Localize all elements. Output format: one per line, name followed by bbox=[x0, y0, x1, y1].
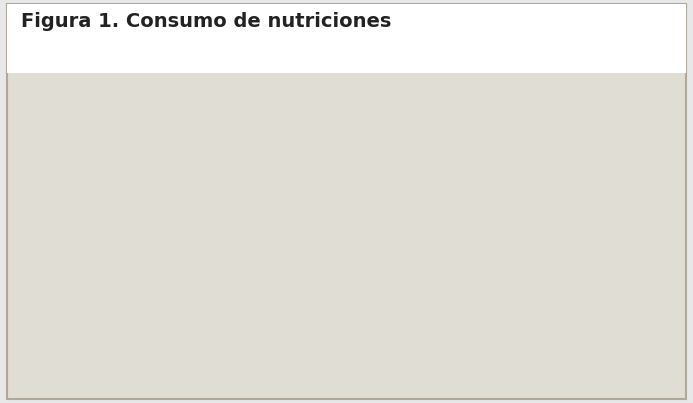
Text: 505: 505 bbox=[502, 208, 522, 218]
Bar bbox=[577, 253, 615, 282]
Bar bbox=[265, 134, 303, 282]
Text: 851: 851 bbox=[465, 166, 485, 176]
Bar bbox=[615, 254, 652, 282]
Bar bbox=[149, 235, 186, 282]
Text: 1086: 1086 bbox=[112, 137, 139, 147]
Text: 292: 292 bbox=[386, 234, 405, 244]
Text: 228: 228 bbox=[619, 242, 638, 252]
Text: 1211: 1211 bbox=[266, 122, 292, 132]
Text: 238: 238 bbox=[581, 241, 602, 251]
Text: 0: 0 bbox=[356, 270, 362, 280]
Bar bbox=[377, 247, 414, 282]
Bar bbox=[610, 254, 647, 282]
Bar bbox=[107, 150, 144, 282]
Bar bbox=[498, 220, 536, 282]
Bar bbox=[228, 116, 265, 282]
Bar bbox=[112, 150, 149, 282]
Text: 1355: 1355 bbox=[229, 104, 255, 114]
Y-axis label: Nº total prescripciones: Nº total prescripciones bbox=[33, 118, 43, 245]
Bar bbox=[493, 220, 531, 282]
Bar bbox=[261, 134, 298, 282]
Bar bbox=[572, 253, 610, 282]
Text: 386: 386 bbox=[153, 223, 173, 233]
Bar bbox=[382, 247, 419, 282]
Bar bbox=[456, 178, 493, 282]
Bar bbox=[461, 178, 498, 282]
Bar bbox=[144, 235, 182, 282]
Text: Figura 1. Consumo de nutriciones: Figura 1. Consumo de nutriciones bbox=[21, 12, 391, 31]
Bar bbox=[223, 116, 261, 282]
